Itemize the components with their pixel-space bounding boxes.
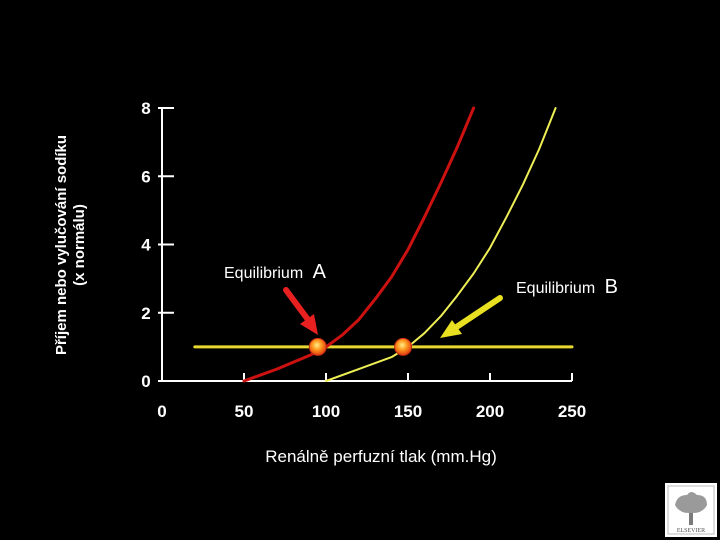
annotation-b-letter: B [605, 276, 618, 298]
red-curve [242, 106, 476, 383]
annotation-a-text: Equilibrium [224, 265, 303, 282]
annotation-b: Equilibrium B [516, 276, 618, 298]
arrow-a [283, 287, 318, 335]
series-layer [193, 106, 574, 383]
y-axis-title: Příjem nebo vylučování sodíku (x normálu… [53, 135, 88, 355]
equilibrium-point-a [308, 337, 327, 356]
annotation-a: Equilibrium A [224, 261, 327, 283]
x-tick-label: 100 [312, 402, 340, 421]
y-tick-label: 4 [141, 236, 151, 255]
equilibrium-points [308, 337, 413, 356]
y-axis-title-line2: (x normálu) [71, 204, 88, 286]
arrow-b [440, 295, 503, 338]
x-ticks: 0 50 100 150 200 250 [157, 373, 586, 421]
elsevier-logo: ELSEVIER [665, 483, 717, 537]
y-tick-label: 8 [141, 99, 150, 118]
x-axis-title: Renálně perfuzní tlak (mm.Hg) [265, 447, 496, 466]
x-tick-label: 0 [157, 402, 166, 421]
annotation-a-letter: A [313, 261, 327, 283]
equilibrium-point-b [394, 337, 413, 356]
x-tick-label: 50 [235, 402, 254, 421]
x-tick-label: 250 [558, 402, 586, 421]
y-tick-label: 2 [141, 304, 150, 323]
logo-text: ELSEVIER [677, 528, 705, 534]
y-ticks: 0 2 4 6 8 [141, 99, 174, 391]
yellow-curve [325, 107, 557, 382]
y-tick-label: 6 [141, 167, 150, 186]
x-tick-label: 150 [394, 402, 422, 421]
x-tick-label: 200 [476, 402, 504, 421]
annotation-b-text: Equilibrium [516, 280, 595, 297]
y-axis-title-line1: Příjem nebo vylučování sodíku [53, 135, 70, 355]
y-tick-label: 0 [141, 372, 150, 391]
